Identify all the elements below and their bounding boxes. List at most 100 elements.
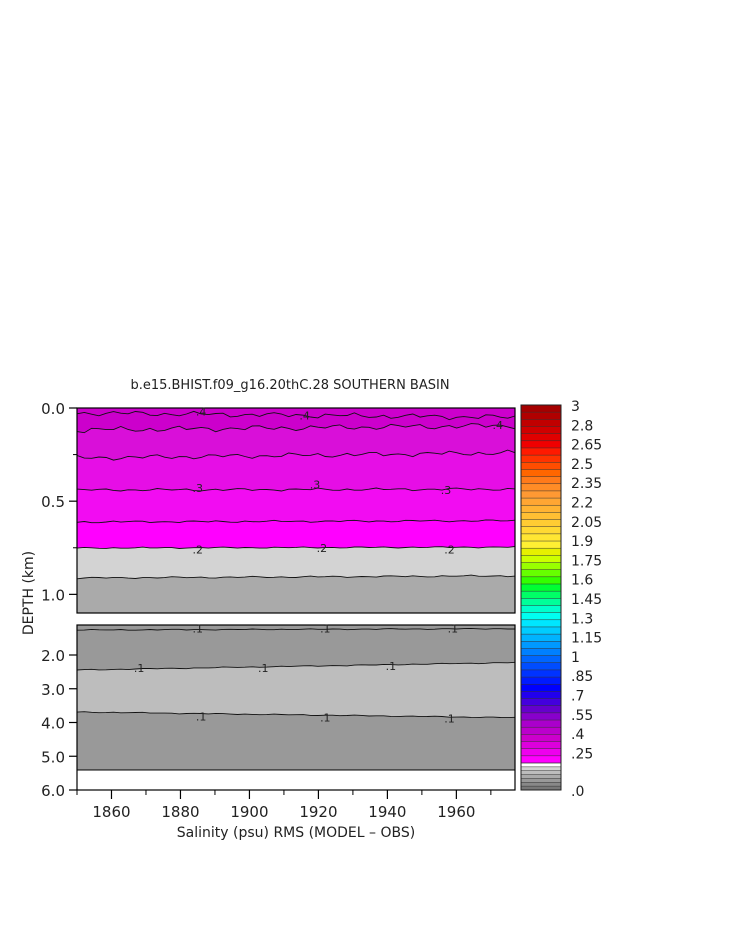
contour-label: .4 xyxy=(196,406,207,419)
colorbar-swatch xyxy=(521,412,561,420)
colorbar-swatch xyxy=(521,469,561,477)
colorbar xyxy=(520,404,562,791)
colorbar-swatch xyxy=(521,562,561,570)
contour-label: .1 xyxy=(320,623,331,636)
x-tick-label: 1920 xyxy=(299,803,337,821)
colorbar-swatch xyxy=(521,584,561,592)
colorbar-label: 2.35 xyxy=(571,476,602,492)
colorbar-swatch xyxy=(521,612,561,621)
contour-label: .3 xyxy=(441,484,452,497)
x-axis-label: Salinity (psu) RMS (MODEL – OBS) xyxy=(177,825,415,841)
colorbar-swatch xyxy=(521,634,561,642)
colorbar-swatch xyxy=(521,569,561,578)
colorbar-swatch xyxy=(521,720,561,728)
colorbar-swatch xyxy=(521,626,561,635)
colorbar-label: .7 xyxy=(571,689,584,705)
lower-panel-frame xyxy=(76,624,516,791)
y-tick-label: 4.0 xyxy=(41,715,65,733)
colorbar-label: 2.05 xyxy=(571,515,602,531)
colorbar-swatch-grey xyxy=(521,778,561,783)
contour-label: .1 xyxy=(258,662,269,675)
colorbar-swatch-grey xyxy=(521,786,561,791)
colorbar-swatch-grey xyxy=(521,766,561,772)
contour-line-upper-6 xyxy=(76,410,516,421)
colorbar-frame xyxy=(520,404,562,791)
x-tick-label: 1940 xyxy=(368,803,406,821)
colorbar-swatch xyxy=(521,655,561,664)
colorbar-swatch xyxy=(521,727,561,735)
colorbar-swatch xyxy=(521,591,561,599)
colorbar-label: 1.6 xyxy=(571,573,593,589)
no-data-region xyxy=(77,770,515,790)
contour-label: .1 xyxy=(386,660,397,673)
colorbar-label: 1.3 xyxy=(571,611,593,627)
upper-panel xyxy=(76,407,516,614)
colorbar-swatch xyxy=(521,698,561,707)
colorbar-swatch-grey xyxy=(521,770,561,775)
y-tick-label: 1.0 xyxy=(41,586,65,604)
upper-panel-frame xyxy=(76,407,516,614)
colorbar-label: 1.15 xyxy=(571,631,602,647)
contour-line-lower-0 xyxy=(76,627,515,631)
contour-line-upper-5 xyxy=(76,423,516,434)
y-tick-label: 3.0 xyxy=(41,681,65,699)
colorbar-label: 2.65 xyxy=(571,438,602,454)
fill-0.1-0.15-lower xyxy=(77,662,515,718)
colorbar-label: 2.5 xyxy=(571,457,593,473)
colorbar-label: .55 xyxy=(571,708,593,724)
contour-label: .1 xyxy=(196,710,207,723)
colorbar-label: .0 xyxy=(571,784,584,800)
y-axis-label: DEPTH (km) xyxy=(21,551,37,635)
contour-label: .1 xyxy=(320,711,331,724)
colorbar-swatch xyxy=(521,526,561,535)
x-tick-label: 1960 xyxy=(437,803,475,821)
colorbar-swatch xyxy=(521,405,561,413)
contour-label: .3 xyxy=(310,478,321,491)
contour-line-lower-2 xyxy=(76,711,516,719)
colorbar-swatch xyxy=(521,447,561,456)
colorbar-swatch xyxy=(521,684,561,692)
colorbar-swatch xyxy=(521,548,561,556)
contour-line-lower-1 xyxy=(76,661,516,671)
colorbar-swatch xyxy=(521,440,561,449)
colorbar-swatch xyxy=(521,598,561,606)
colorbar-swatch xyxy=(521,619,561,628)
colorbar-swatch xyxy=(521,691,561,699)
colorbar-label: .4 xyxy=(571,727,584,743)
colorbar-swatch-grey xyxy=(521,763,561,768)
colorbar-swatch xyxy=(521,490,561,499)
colorbar-swatch xyxy=(521,712,561,721)
colorbar-swatch xyxy=(521,605,561,613)
contour-line-upper-1 xyxy=(76,546,516,549)
colorbar-label: 1.45 xyxy=(571,592,602,608)
x-tick-label: 1860 xyxy=(92,803,130,821)
chart-title: b.e15.BHIST.f09_g16.20thC.28 SOUTHERN BA… xyxy=(130,378,449,393)
colorbar-swatch xyxy=(521,426,561,434)
contour-label: .1 xyxy=(444,712,455,725)
colorbar-swatch-grey xyxy=(521,782,561,787)
contour-line-upper-4 xyxy=(76,449,516,461)
colorbar-swatch xyxy=(521,512,561,520)
colorbar-swatch xyxy=(521,641,561,649)
lower-panel xyxy=(76,624,516,791)
colorbar-swatch xyxy=(521,433,561,442)
colorbar-swatch xyxy=(521,533,561,542)
colorbar-label: 2.2 xyxy=(571,496,593,512)
colorbar-swatch xyxy=(521,576,561,585)
contour-label: .2 xyxy=(444,544,455,557)
colorbar-swatch xyxy=(521,669,561,678)
colorbar-swatch xyxy=(521,462,561,470)
colorbar-swatch xyxy=(521,476,561,485)
contour-label: .1 xyxy=(448,623,459,636)
contour-line-upper-2 xyxy=(76,519,516,524)
y-tick-label: 2.0 xyxy=(41,647,65,665)
contour-line-upper-0 xyxy=(76,574,516,580)
colorbar-swatch-grey xyxy=(521,774,561,779)
contour-labels: .4 .4 .4 .3 .3 .3 .2 .2 .2 .1 .1 .1 .1 .1 .1 .1 .1 .1 xyxy=(134,406,503,726)
contour-label: .4 xyxy=(299,409,310,422)
y-tick-label: 6.0 xyxy=(41,782,65,800)
colorbar-label: .25 xyxy=(571,746,593,762)
colorbar-swatch xyxy=(521,519,561,528)
colorbar-swatch xyxy=(521,455,561,463)
